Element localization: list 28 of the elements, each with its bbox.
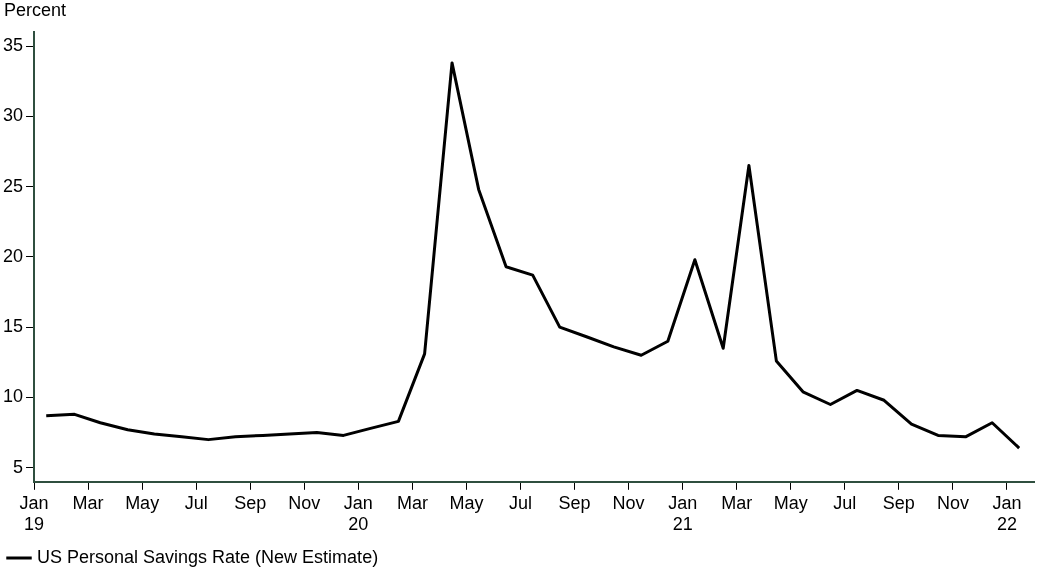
legend-label: US Personal Savings Rate (New Estimate) <box>37 546 379 567</box>
x-tick-label: Nov <box>612 492 645 513</box>
y-tick-label: 35 <box>2 35 24 56</box>
x-tick-label: Mar <box>396 492 428 513</box>
y-axis-title: Percent <box>4 0 67 20</box>
x-tick-label: Nov <box>288 492 321 513</box>
y-tick-label: 5 <box>13 456 24 477</box>
y-tick-label: 25 <box>2 175 24 196</box>
x-tick-label: Jul <box>508 492 533 513</box>
y-tick-label: 15 <box>2 316 24 337</box>
x-tick-label: Jan 21 <box>668 492 698 535</box>
x-tick-label: Mar <box>721 492 753 513</box>
x-tick-label: Sep <box>558 492 591 513</box>
x-tick-label: Sep <box>234 492 267 513</box>
x-tick-label: May <box>125 492 160 513</box>
x-tick-label: Jul <box>833 492 857 513</box>
y-tick-label: 10 <box>2 386 24 407</box>
y-tick-label: 30 <box>2 105 24 126</box>
y-tick-label: 20 <box>2 245 24 266</box>
x-tick-label: Jan 20 <box>343 492 373 535</box>
x-tick-label: Jan 19 <box>19 492 49 535</box>
x-tick-label: Mar <box>72 492 104 513</box>
x-tick-label: May <box>449 492 484 513</box>
x-tick-label: May <box>773 492 808 513</box>
x-tick-label: Nov <box>936 492 969 513</box>
x-tick-label: Jan 22 <box>992 492 1022 535</box>
x-tick-label: Sep <box>882 492 915 513</box>
x-tick-label: Jul <box>184 492 208 513</box>
